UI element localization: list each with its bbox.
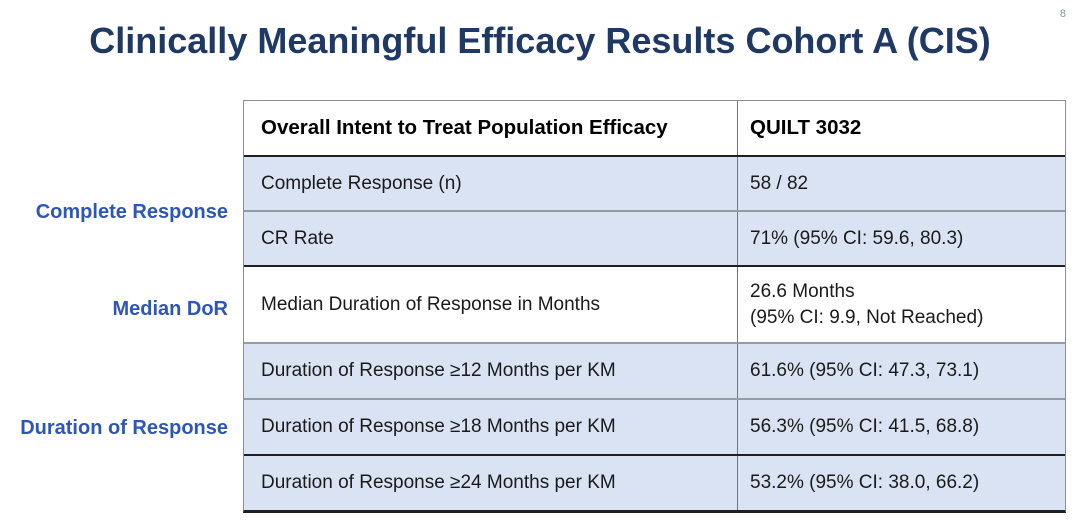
- row-value: 71% (95% CI: 59.6, 80.3): [737, 212, 1065, 265]
- side-label-complete-response: Complete Response: [35, 201, 228, 223]
- table-header-row: Overall Intent to Treat Population Effic…: [244, 101, 1065, 157]
- row-label: Complete Response (n): [261, 172, 462, 194]
- page-number: 8: [1059, 8, 1066, 20]
- row-label: Duration of Response ≥12 Months per KM: [261, 360, 616, 382]
- row-label: CR Rate: [261, 227, 334, 249]
- table-row: Duration of Response ≥18 Months per KM 5…: [244, 400, 1065, 456]
- row-label: Duration of Response ≥18 Months per KM: [261, 416, 616, 438]
- table-row: Duration of Response ≥24 Months per KM 5…: [244, 456, 1065, 510]
- table-row: Complete Response (n) 58 / 82: [244, 157, 1065, 212]
- table-header-col2: QUILT 3032: [737, 101, 1065, 155]
- row-value-line-1: 26.6 Months: [750, 281, 855, 303]
- row-value: 56.3% (95% CI: 41.5, 68.8): [737, 400, 1065, 454]
- side-label-duration-of-response: Duration of Response: [20, 417, 228, 439]
- table-row: Duration of Response ≥12 Months per KM 6…: [244, 344, 1065, 400]
- row-value-line-2: (95% CI: 9.9, Not Reached): [750, 306, 984, 328]
- slide-title: Clinically Meaningful Efficacy Results C…: [89, 20, 991, 61]
- table-row: Median Duration of Response in Months 26…: [244, 267, 1065, 344]
- table-row: CR Rate 71% (95% CI: 59.6, 80.3): [244, 212, 1065, 267]
- efficacy-table: Overall Intent to Treat Population Effic…: [243, 100, 1066, 513]
- row-value: 26.6 Months (95% CI: 9.9, Not Reached): [737, 267, 1065, 342]
- row-label: Duration of Response ≥24 Months per KM: [261, 472, 616, 494]
- row-label: Median Duration of Response in Months: [261, 293, 601, 315]
- table-header-col1: Overall Intent to Treat Population Effic…: [261, 116, 668, 140]
- row-value: 61.6% (95% CI: 47.3, 73.1): [737, 344, 1065, 398]
- row-value: 58 / 82: [737, 157, 1065, 210]
- row-value: 53.2% (95% CI: 38.0, 66.2): [737, 456, 1065, 510]
- side-label-median-dor: Median DoR: [112, 298, 228, 320]
